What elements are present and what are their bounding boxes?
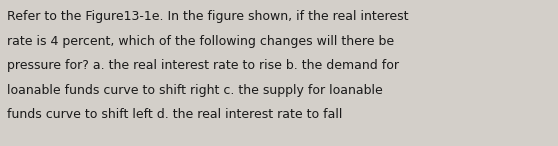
Text: loanable funds curve to shift right c. the supply for loanable: loanable funds curve to shift right c. t…	[7, 84, 383, 97]
Text: rate is 4 percent, which of the following changes will there be: rate is 4 percent, which of the followin…	[7, 35, 395, 48]
Text: pressure for? a. the real interest rate to rise b. the demand for: pressure for? a. the real interest rate …	[7, 59, 400, 72]
Text: funds curve to shift left d. the real interest rate to fall: funds curve to shift left d. the real in…	[7, 108, 343, 121]
Text: Refer to the Figure13-1e. In the figure shown, if the real interest: Refer to the Figure13-1e. In the figure …	[7, 10, 409, 23]
